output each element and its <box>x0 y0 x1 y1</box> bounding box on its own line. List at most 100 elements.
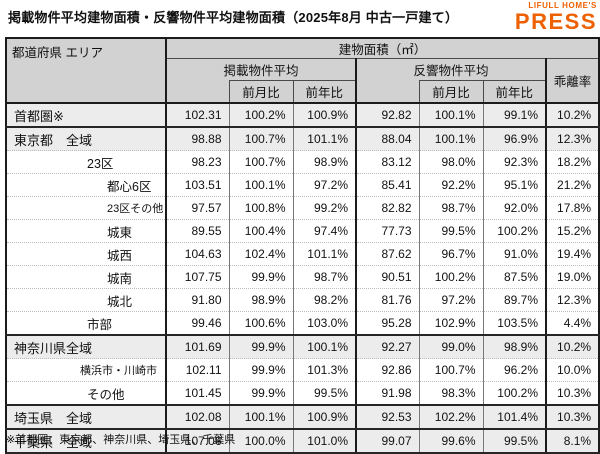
area-label: 横浜市・川崎市 <box>6 358 167 382</box>
response-mom-value: 97.2% <box>419 288 484 312</box>
divergence-value: 15.2% <box>546 219 600 243</box>
header-response-mom: 前月比 <box>418 80 484 104</box>
response-yoy-value: 87.5% <box>483 265 547 289</box>
listed-mom-value: 100.0% <box>229 428 294 454</box>
listed-yoy-value: 98.2% <box>293 288 357 312</box>
response-yoy-value: 100.2% <box>483 219 547 243</box>
area-scope: 全域 <box>66 340 93 356</box>
response-mom-value: 100.2% <box>419 265 484 289</box>
listed-yoy-value: 98.9% <box>293 150 357 174</box>
table-row: 城西 104.63 102.4% 101.1% 87.62 96.7% 91.0% 19.4% <box>6 242 600 266</box>
lifull-homes-press-logo: LIFULL HOME'S PRESS <box>515 2 597 33</box>
listed-mom-value: 100.1% <box>229 404 294 430</box>
response-yoy-value: 92.3% <box>483 150 547 174</box>
table-row: 城東 89.55 100.4% 97.4% 77.73 99.5% 100.2% 15.2% <box>6 219 600 243</box>
prefecture-name: 東京都 <box>14 132 54 148</box>
area-label: 神奈川県全域 <box>6 334 167 359</box>
table-body: 首都圏※ 102.31 100.2% 100.9% 92.82 100.1% 99.1% 10… <box>6 103 600 454</box>
listed-mom-value: 100.7% <box>229 150 294 174</box>
listed-value: 107.75 <box>166 265 230 289</box>
logo-lifull-homes-text: LIFULL HOME'S <box>528 1 597 10</box>
response-value: 92.86 <box>356 358 420 382</box>
area-label: 23区その他 <box>6 196 167 220</box>
listed-value: 98.23 <box>166 150 230 174</box>
response-yoy-value: 96.9% <box>483 126 547 151</box>
area-label: その他 <box>6 381 167 406</box>
header-response-yoy: 前年比 <box>482 80 547 104</box>
response-value: 82.82 <box>356 196 420 220</box>
area-scope: 全域 <box>66 410 93 426</box>
listed-mom-value: 100.1% <box>229 173 294 197</box>
header-area: 都道府県 エリア <box>5 37 167 104</box>
area-scope: 全域 <box>66 132 93 148</box>
listed-value: 102.08 <box>166 404 230 430</box>
response-yoy-value: 89.7% <box>483 288 547 312</box>
divergence-value: 4.4% <box>546 311 600 336</box>
response-mom-value: 100.1% <box>419 103 484 128</box>
divergence-value: 12.3% <box>546 126 600 151</box>
divergence-value: 19.0% <box>546 265 600 289</box>
logo-press-text: PRESS <box>514 9 597 34</box>
divergence-value: 12.3% <box>546 288 600 312</box>
listed-mom-value: 100.2% <box>229 103 294 128</box>
listed-yoy-value: 100.1% <box>293 334 357 359</box>
response-value: 77.73 <box>356 219 420 243</box>
response-mom-value: 99.5% <box>419 219 484 243</box>
listed-yoy-value: 98.7% <box>293 265 357 289</box>
response-mom-value: 98.7% <box>419 196 484 220</box>
listed-mom-value: 99.9% <box>229 358 294 382</box>
listed-value: 101.45 <box>166 381 230 406</box>
listed-mom-value: 100.8% <box>229 196 294 220</box>
divergence-value: 21.2% <box>546 173 600 197</box>
table-row: 都心6区 103.51 100.1% 97.2% 85.41 92.2% 95.1% 21.2… <box>6 173 600 197</box>
listed-value: 97.57 <box>166 196 230 220</box>
response-yoy-value: 99.5% <box>483 428 547 454</box>
response-mom-value: 98.3% <box>419 381 484 406</box>
response-mom-value: 96.7% <box>419 242 484 266</box>
response-yoy-value: 103.5% <box>483 311 547 336</box>
area-label: 城西 <box>6 242 167 266</box>
response-value: 81.76 <box>356 288 420 312</box>
table-row: 横浜市・川崎市 102.11 99.9% 101.3% 92.86 100.7% 96.2%… <box>6 358 600 382</box>
header-listed-yoy: 前年比 <box>292 80 357 104</box>
response-mom-value: 99.6% <box>419 428 484 454</box>
response-mom-value: 100.7% <box>419 358 484 382</box>
listed-yoy-value: 99.5% <box>293 381 357 406</box>
listed-value: 89.55 <box>166 219 230 243</box>
listed-mom-value: 100.6% <box>229 311 294 336</box>
listed-value: 103.51 <box>166 173 230 197</box>
table-header: 都道府県 エリア 建物面積（㎡） 掲載物件平均 反響物件平均 乖離率 前月比 前… <box>5 37 600 104</box>
listed-yoy-value: 100.9% <box>293 404 357 430</box>
listed-value: 99.46 <box>166 311 230 336</box>
listed-yoy-value: 97.4% <box>293 219 357 243</box>
response-mom-value: 99.0% <box>419 334 484 359</box>
header-building-area: 建物面積（㎡） <box>165 37 600 59</box>
area-label: 23区 <box>6 150 167 174</box>
response-value: 88.04 <box>356 126 420 151</box>
header-response-value-spacer <box>355 80 420 104</box>
area-scope: 全域 <box>66 434 93 450</box>
table-row: 東京都 全域 98.88 100.7% 101.1% 88.04 100.1% 96.9% 12… <box>6 126 600 151</box>
response-yoy-value: 98.9% <box>483 334 547 359</box>
response-mom-value: 102.9% <box>419 311 484 336</box>
response-mom-value: 98.0% <box>419 150 484 174</box>
response-value: 91.98 <box>356 381 420 406</box>
header-listed-mom: 前月比 <box>228 80 294 104</box>
listed-yoy-value: 101.3% <box>293 358 357 382</box>
header-listed-average: 掲載物件平均 <box>165 58 357 81</box>
table-row: 23区 98.23 100.7% 98.9% 83.12 98.0% 92.3% 18.2% <box>6 150 600 174</box>
divergence-value: 10.2% <box>546 334 600 359</box>
area-label: 都心6区 <box>6 173 167 197</box>
listed-value: 102.31 <box>166 103 230 128</box>
response-value: 95.28 <box>356 311 420 336</box>
response-mom-value: 100.1% <box>419 126 484 151</box>
response-value: 87.62 <box>356 242 420 266</box>
divergence-value: 17.8% <box>546 196 600 220</box>
response-value: 92.27 <box>356 334 420 359</box>
divergence-value: 18.2% <box>546 150 600 174</box>
divergence-value: 10.3% <box>546 404 600 430</box>
listed-mom-value: 102.4% <box>229 242 294 266</box>
response-yoy-value: 92.0% <box>483 196 547 220</box>
response-value: 92.82 <box>356 103 420 128</box>
page-title: 掲載物件平均建物面積・反響物件平均建物面積（2025年8月 中古一戸建て） <box>8 10 459 25</box>
